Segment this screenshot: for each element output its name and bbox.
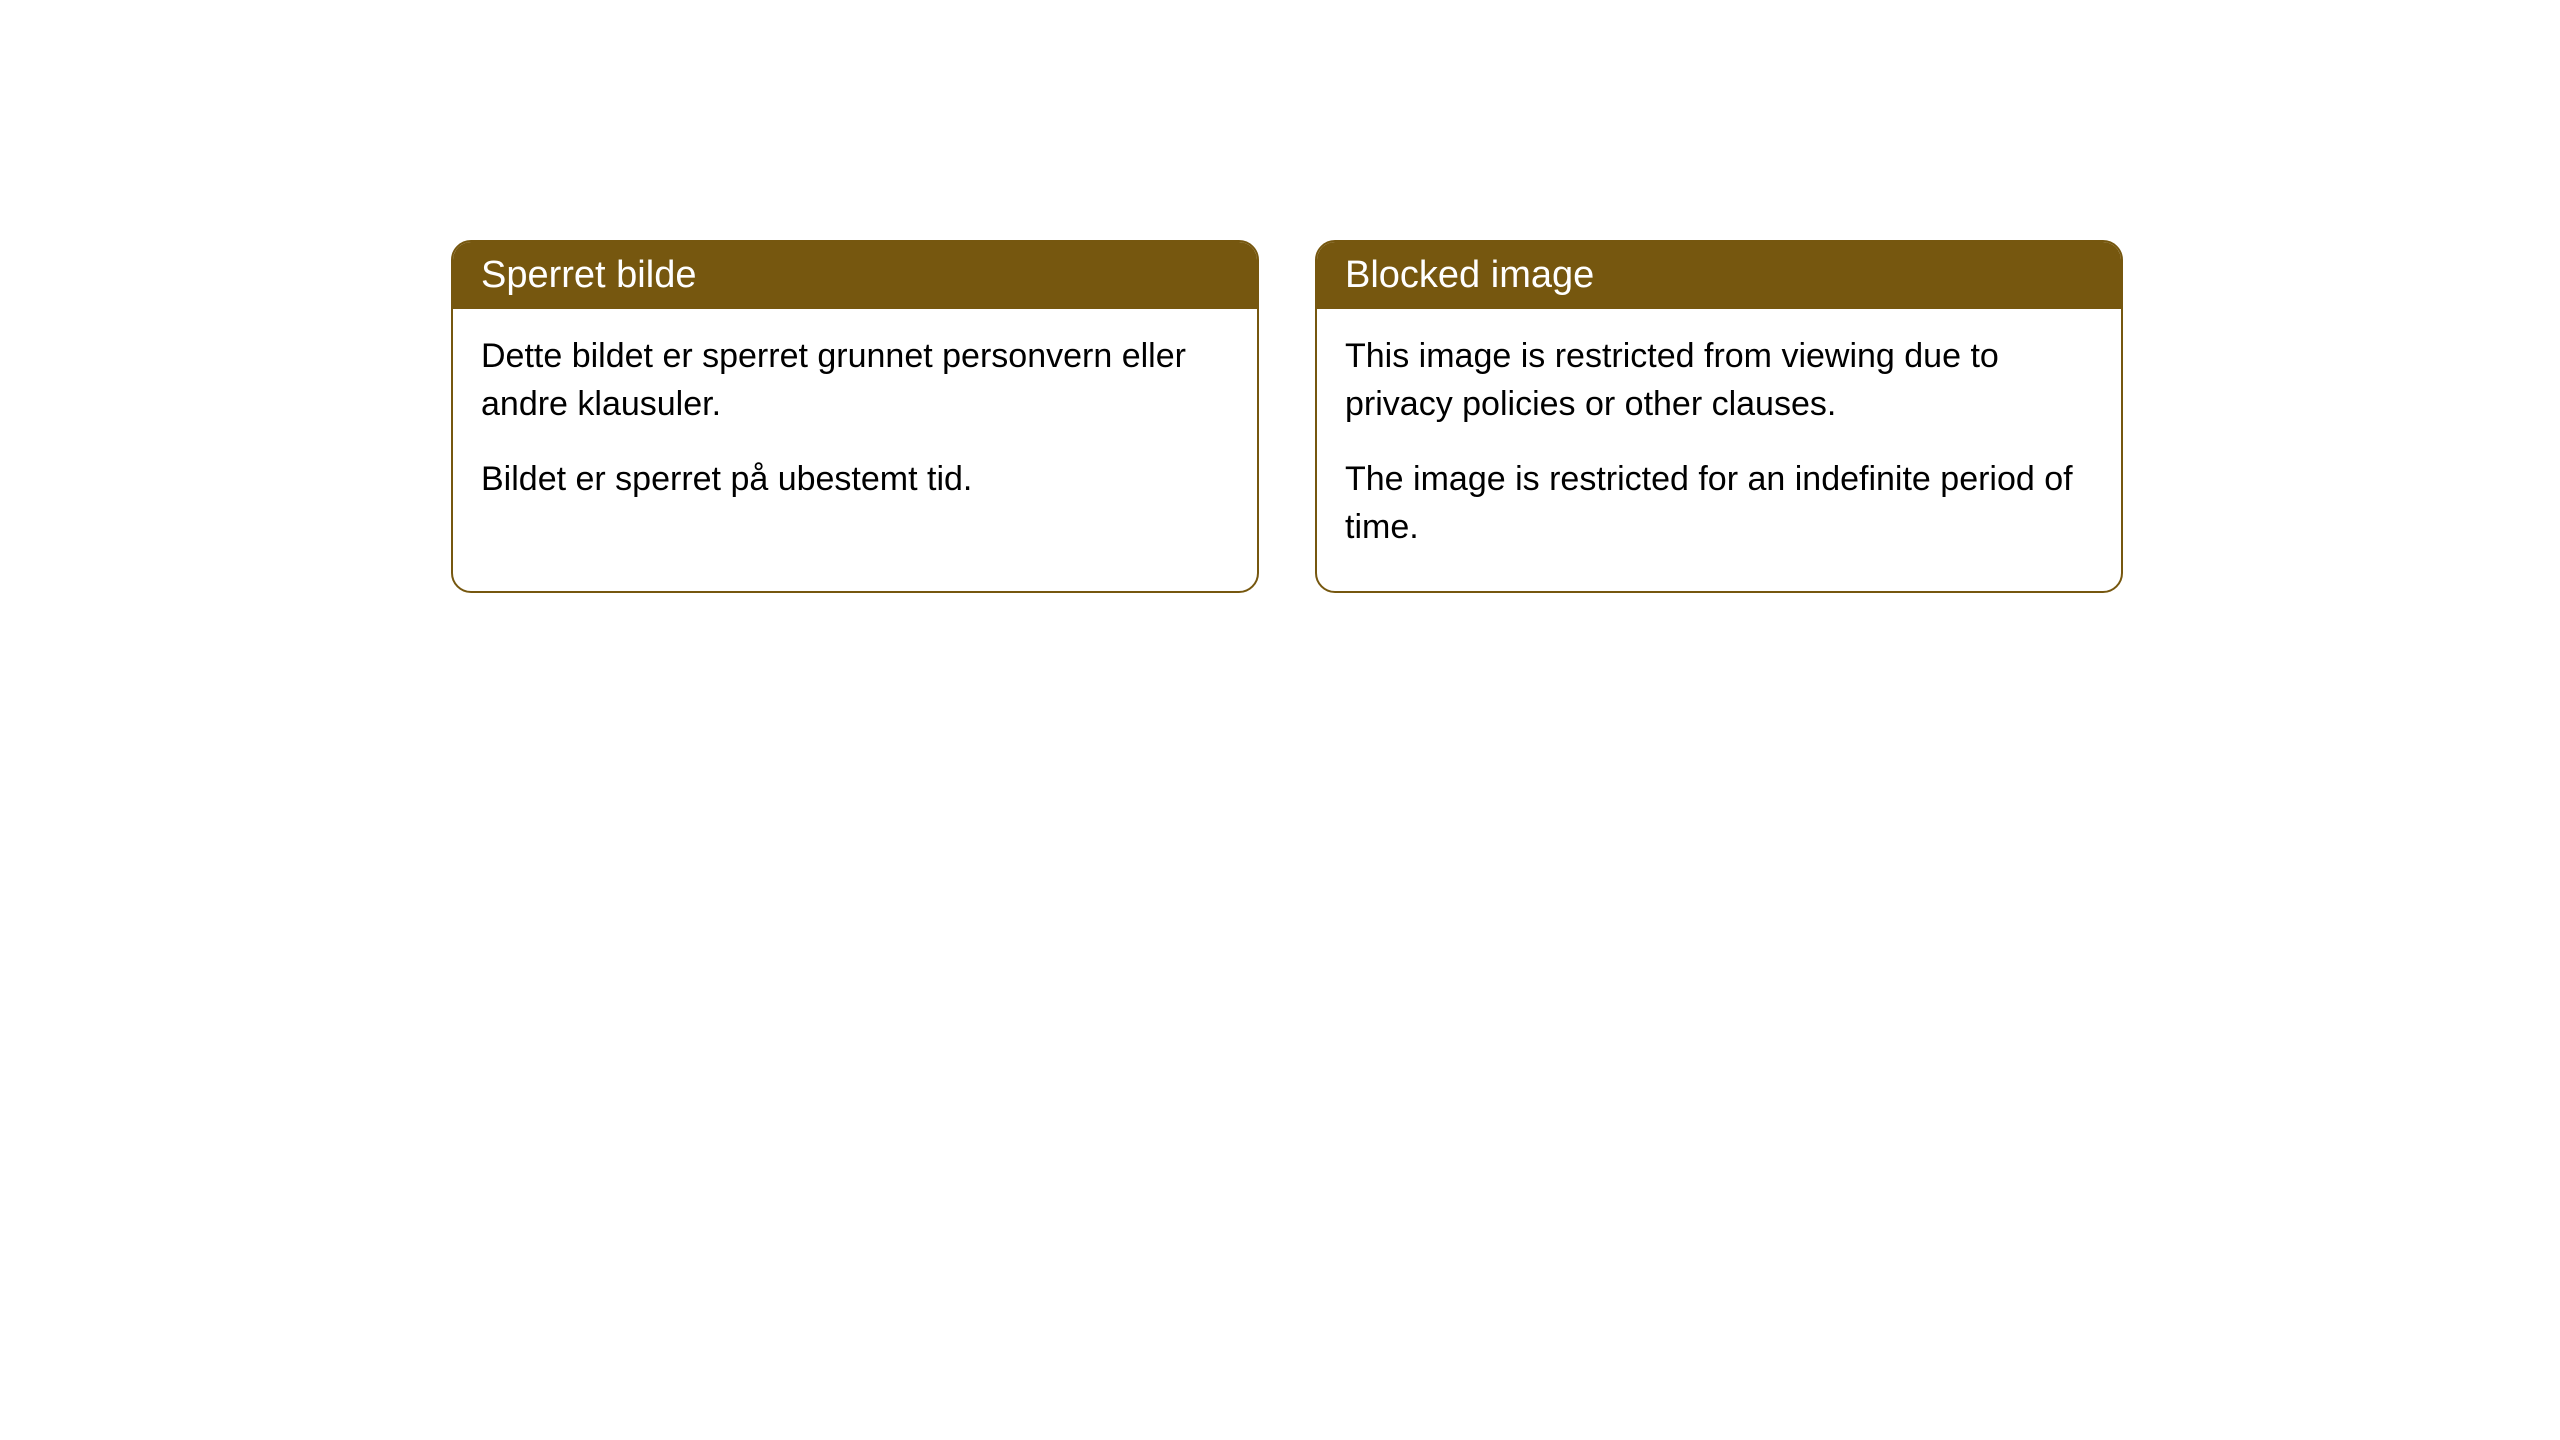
card-header-english: Blocked image — [1317, 242, 2121, 309]
card-body-english: This image is restricted from viewing du… — [1317, 309, 2121, 591]
notice-cards-container: Sperret bilde Dette bildet er sperret gr… — [451, 240, 2123, 593]
notice-paragraph-1-norwegian: Dette bildet er sperret grunnet personve… — [481, 333, 1229, 428]
notice-paragraph-2-english: The image is restricted for an indefinit… — [1345, 456, 2093, 551]
notice-paragraph-2-norwegian: Bildet er sperret på ubestemt tid. — [481, 456, 1229, 504]
card-header-norwegian: Sperret bilde — [453, 242, 1257, 309]
blocked-image-card-norwegian: Sperret bilde Dette bildet er sperret gr… — [451, 240, 1259, 593]
card-body-norwegian: Dette bildet er sperret grunnet personve… — [453, 309, 1257, 544]
blocked-image-card-english: Blocked image This image is restricted f… — [1315, 240, 2123, 593]
notice-paragraph-1-english: This image is restricted from viewing du… — [1345, 333, 2093, 428]
